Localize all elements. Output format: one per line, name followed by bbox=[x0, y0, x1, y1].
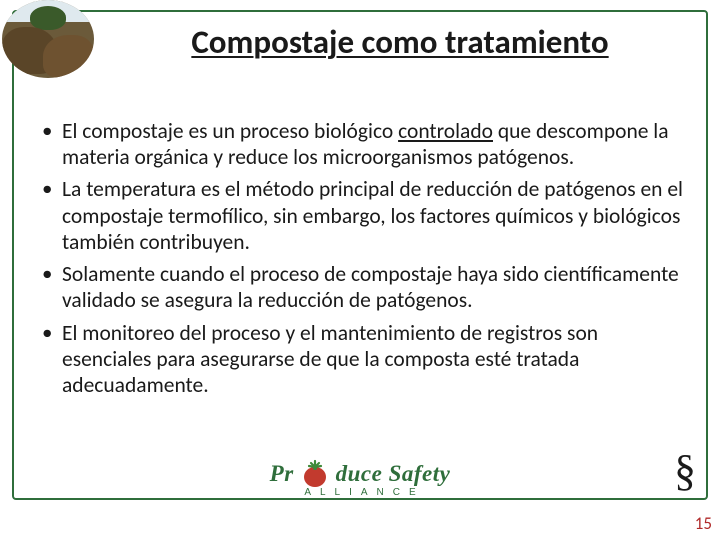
logo-container: Pr duce Safety ALLIANCE bbox=[0, 459, 720, 498]
bullet-text-pre: El monitoreo del proceso y el mantenimie… bbox=[62, 320, 598, 398]
logo-word-left: Pr bbox=[270, 461, 294, 487]
slide-title: Compostaje como tratamiento bbox=[100, 22, 700, 62]
bullet-item: El monitoreo del proceso y el mantenimie… bbox=[34, 320, 686, 399]
logo-subtitle: ALLIANCE bbox=[295, 487, 424, 498]
bullet-item: Solamente cuando el proceso de compostaj… bbox=[34, 261, 686, 313]
bullet-list: El compostaje es un proceso biológico co… bbox=[34, 118, 686, 404]
section-symbol: § bbox=[674, 445, 696, 496]
bullet-item: El compostaje es un proceso biológico co… bbox=[34, 118, 686, 170]
produce-safety-alliance-logo: Pr duce Safety ALLIANCE bbox=[270, 459, 451, 498]
bullet-item: La temperatura es el método principal de… bbox=[34, 176, 686, 255]
bullet-text-pre: Solamente cuando el proceso de compostaj… bbox=[62, 261, 679, 313]
page-number: 15 bbox=[695, 513, 712, 534]
bullet-text-pre: El compostaje es un proceso biológico bbox=[62, 118, 398, 144]
bullet-text-underlined: controlado bbox=[398, 118, 493, 144]
tomato-icon bbox=[300, 459, 330, 489]
logo-word-right: duce Safety bbox=[336, 461, 451, 487]
bullet-text-pre: La temperatura es el método principal de… bbox=[62, 176, 683, 254]
logo-main-row: Pr duce Safety bbox=[270, 459, 451, 489]
corner-compost-image bbox=[2, 0, 94, 78]
